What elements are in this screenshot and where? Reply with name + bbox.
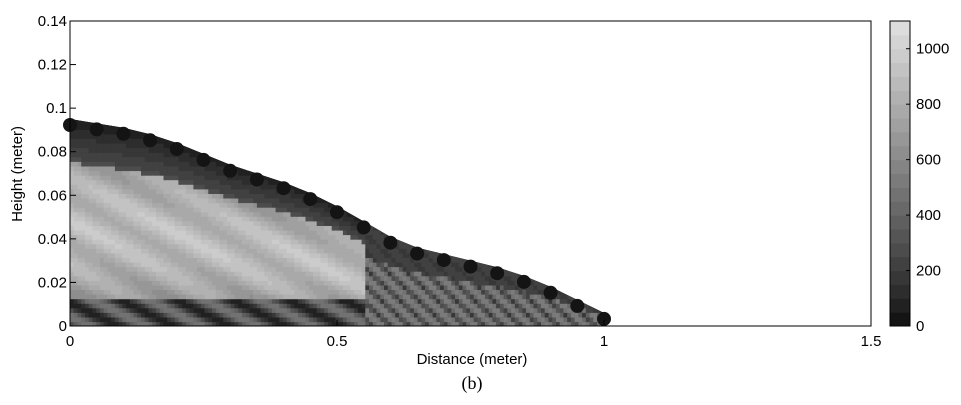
colorbar-segment [890, 215, 910, 230]
y-tick-label: 0.04 [38, 231, 67, 248]
colorbar-tick-label: 200 [916, 263, 941, 280]
y-axis-title: Height (meter) [9, 126, 26, 222]
colorbar-tick-label: 1000 [916, 41, 949, 58]
colorbar-segment [890, 118, 910, 133]
colorbar-segment [890, 242, 910, 258]
colorbar-segment [890, 159, 910, 174]
colorbar-segment [890, 270, 910, 285]
y-tick-label: 0.08 [38, 144, 67, 161]
colorbar-tick-label: 800 [916, 96, 941, 113]
colorbar-segment [890, 21, 910, 36]
colorbar-segment [890, 173, 910, 188]
colorbar-segment [890, 298, 910, 313]
x-tick-label: 0.5 [327, 333, 348, 350]
x-tick-label: 0 [66, 333, 74, 350]
colorbar-segment [890, 34, 910, 50]
colorbar-segment [890, 187, 910, 202]
temperature-field [70, 119, 604, 326]
colorbar-segment [890, 229, 910, 244]
axes: 0 0.5 1 1.5 0 0.02 0.04 0.06 0.08 0.1 0.12 0.14 [38, 13, 882, 350]
x-axis-title: Distance (meter) [417, 351, 528, 368]
y-tick-label: 0.14 [38, 13, 67, 30]
y-tick-label: 0.02 [38, 274, 67, 291]
colorbar-tick-label: 400 [916, 207, 941, 224]
colorbar-segment [890, 201, 910, 216]
x-tick-label: 1 [600, 333, 608, 350]
colorbar-segment [890, 48, 910, 64]
colorbar-segment [890, 90, 910, 105]
colorbar-segment [890, 76, 910, 91]
plot-area [63, 118, 611, 326]
colorbar-segment [890, 104, 910, 119]
colorbar-segment [890, 131, 910, 147]
colorbar-segment [890, 62, 910, 77]
colorbar-tick-label: 600 [916, 152, 941, 169]
colorbar-segment [890, 312, 910, 327]
y-tick-label: 0 [59, 318, 67, 335]
y-tick-label: 0.1 [46, 100, 67, 117]
colorbar-segment [890, 284, 910, 299]
colorbar-segment [890, 145, 910, 161]
colorbar-frame [889, 20, 911, 327]
y-tick-label: 0.12 [38, 57, 67, 74]
colorbar-segment [890, 256, 910, 272]
plot-frame [69, 20, 872, 327]
colorbar: 0 200 400 600 800 1000 [889, 20, 949, 335]
colorbar-tick-label: 0 [916, 318, 924, 335]
x-tick-label: 1.5 [861, 333, 882, 350]
figure-caption: (b) [462, 373, 483, 394]
y-tick-label: 0.06 [38, 187, 67, 204]
